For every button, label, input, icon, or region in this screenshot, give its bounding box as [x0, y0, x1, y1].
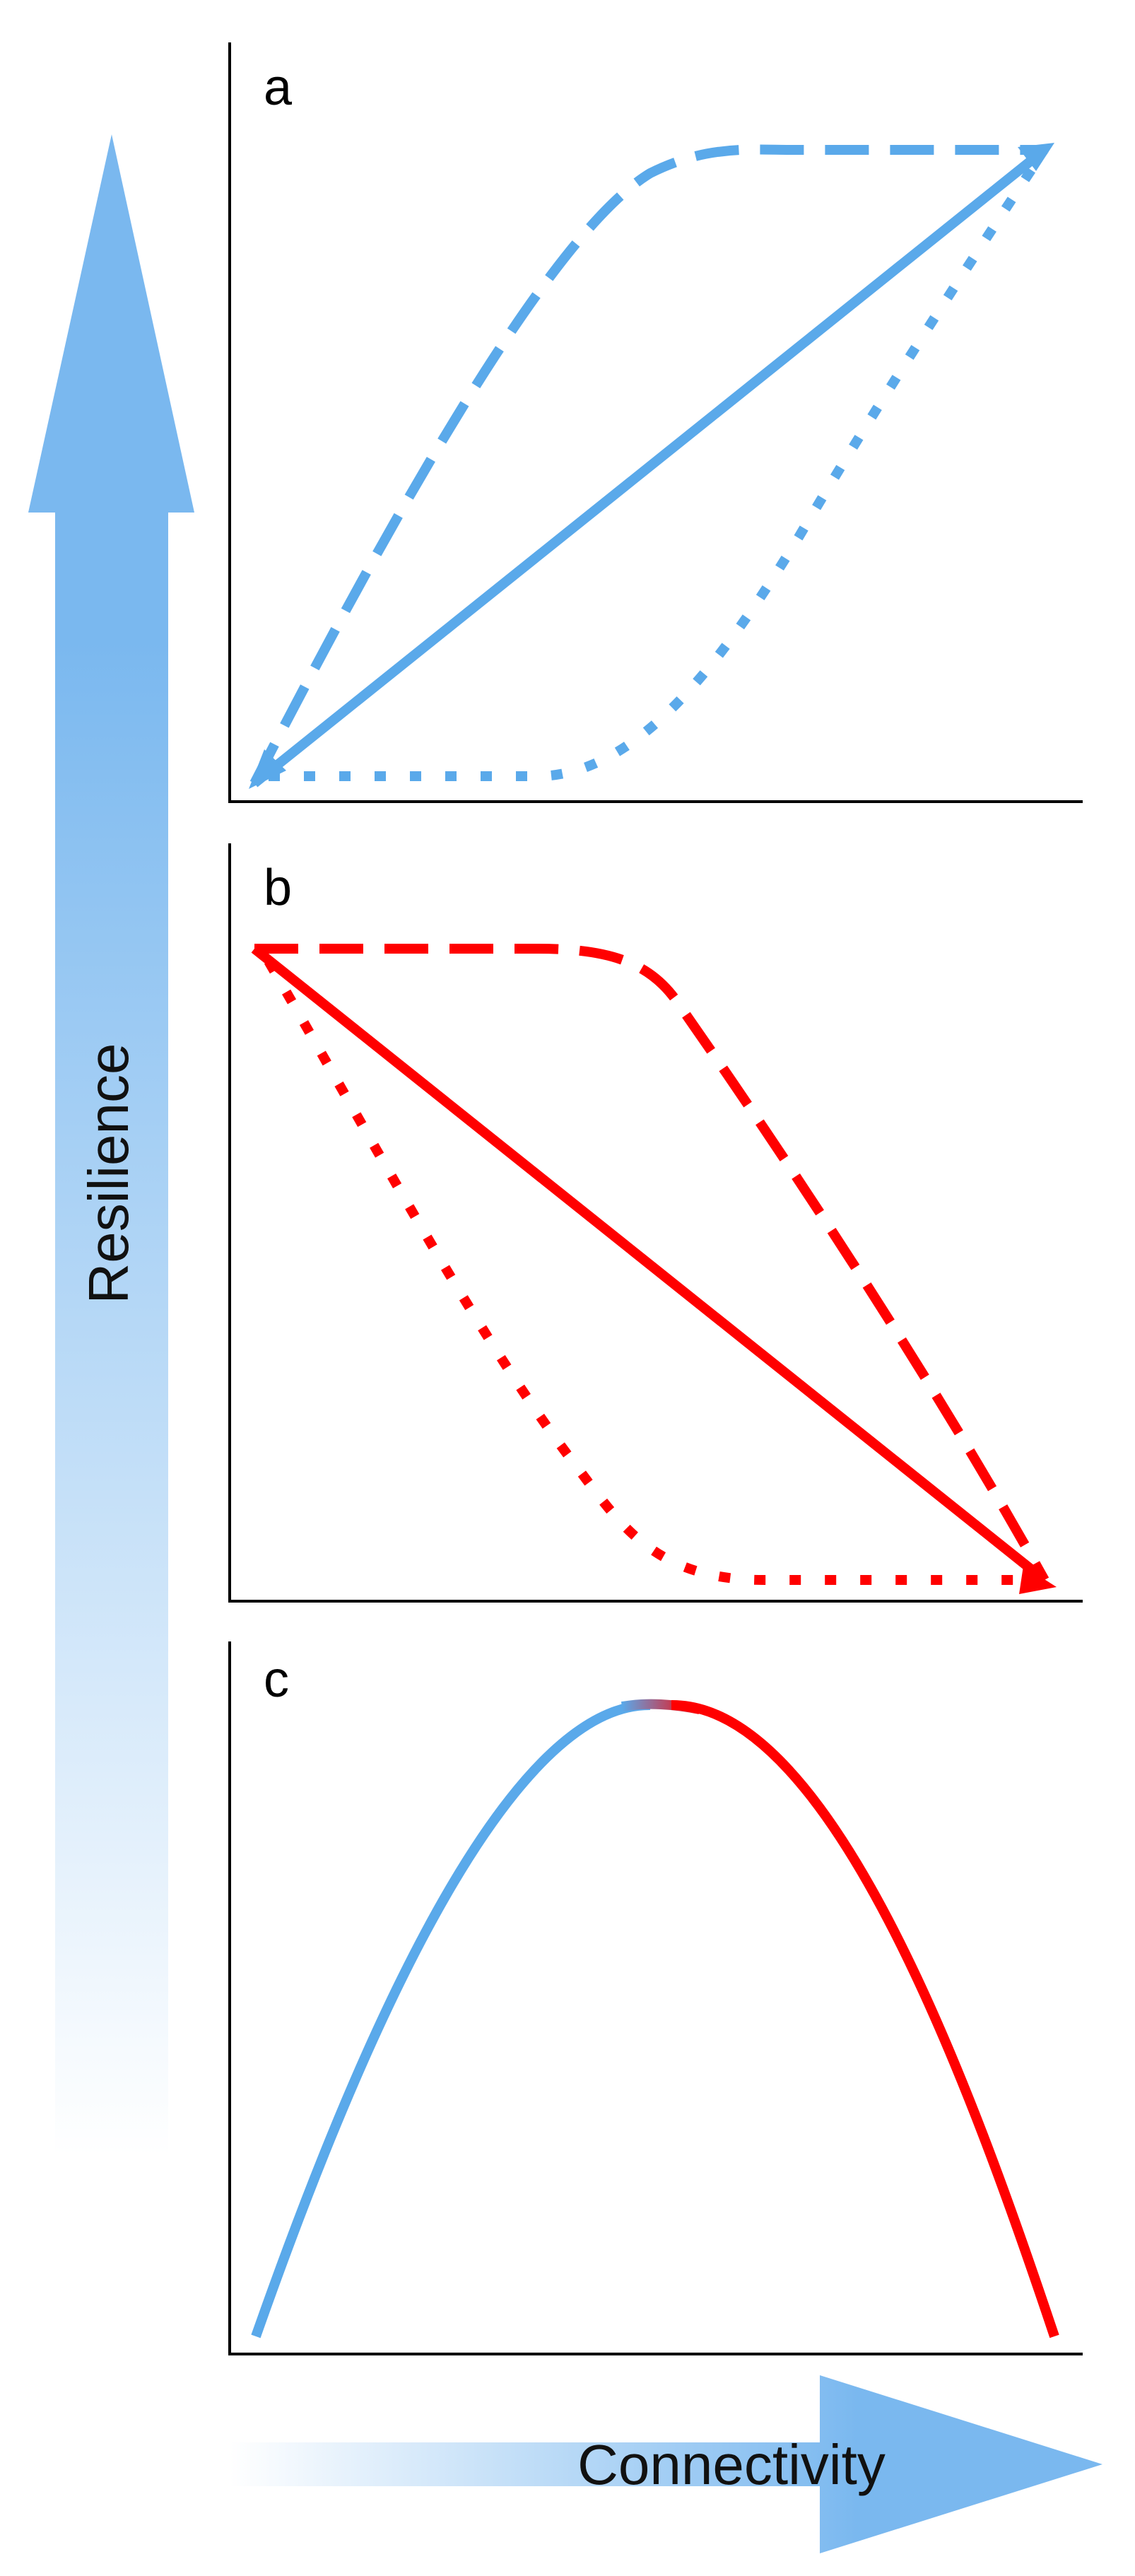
panel-a-start-arrowhead	[249, 749, 286, 789]
panel-a-dotted-curve	[269, 147, 1049, 781]
panel-a-letter: a	[264, 59, 293, 116]
panel-c-blue-rise	[251, 1699, 651, 2338]
panel-b: b	[228, 843, 1083, 1603]
panel-a: a	[228, 42, 1083, 803]
resilience-label: Resilience	[77, 1043, 140, 1304]
connectivity-arrow-shape	[230, 2375, 1102, 2553]
panel-c-letter: c	[264, 1651, 289, 1708]
panel-b-letter: b	[264, 860, 292, 916]
connectivity-arrow: Connectivity	[230, 2375, 1102, 2553]
panel-c: c	[228, 1641, 1083, 2355]
panel-a-dashed-curve	[249, 144, 1045, 786]
connectivity-label: Connectivity	[577, 2433, 886, 2496]
resilience-arrow-shape	[28, 134, 194, 2156]
panel-c-axes	[228, 1641, 1083, 2355]
panel-b-dashed-curve	[254, 944, 1049, 1583]
panel-a-end-arrowhead	[1018, 143, 1054, 171]
panel-b-end-arrowhead	[1019, 1566, 1057, 1594]
panel-b-axes	[228, 843, 1083, 1603]
resilience-arrow: Resilience	[28, 134, 194, 2156]
panel-a-axes	[228, 42, 1083, 803]
panel-c-red-fall	[671, 1699, 1059, 2338]
panel-a-solid-line	[251, 146, 1048, 788]
panel-b-solid-line	[251, 944, 1048, 1584]
